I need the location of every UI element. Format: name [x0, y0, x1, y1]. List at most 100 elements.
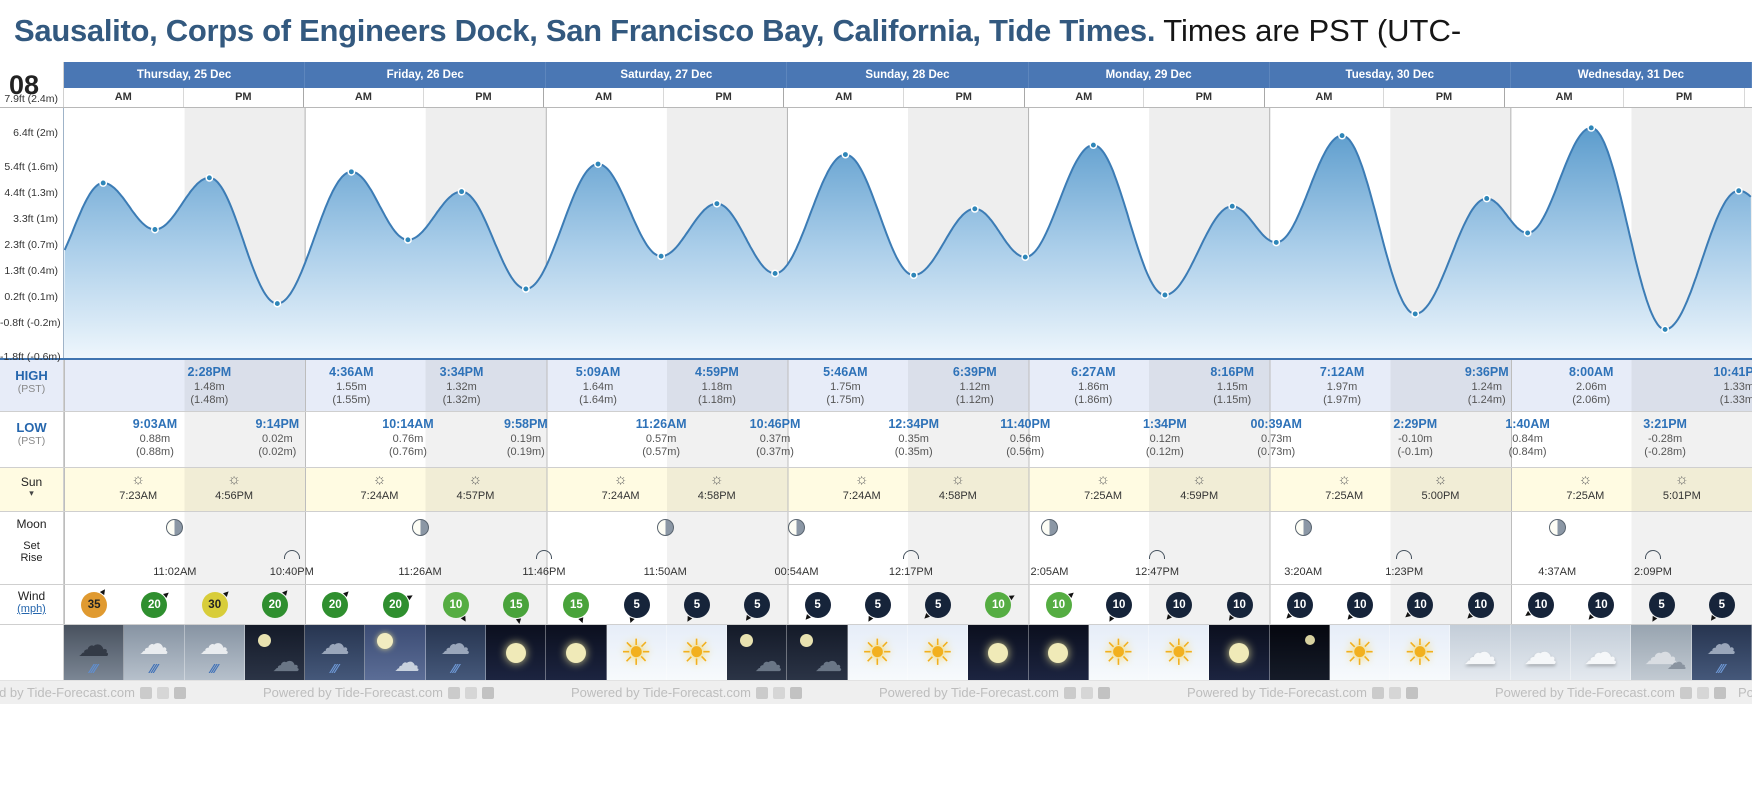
moon-event-time: 2:09PM: [1634, 566, 1672, 578]
footer-watermark: Powered by Tide-Forecast.com: [263, 685, 494, 700]
low-tide-height: 0.35m: [898, 432, 929, 445]
low-tide-height: 0.37m: [759, 432, 791, 445]
high-tide-height-alt: (1.86m): [1074, 394, 1113, 407]
footer-social-icon: [772, 687, 785, 699]
wind-direction-arrow: ▲: [457, 613, 471, 624]
tide-extreme-dot: [99, 179, 108, 187]
moon-horizon-icon: [1149, 550, 1165, 559]
tide-extreme-dot: [1021, 253, 1030, 262]
chevron-down-icon[interactable]: ▾: [29, 488, 34, 498]
pm-label-day5: PM: [1144, 88, 1265, 107]
wind-speed-badge: 5 ▲: [1706, 592, 1735, 624]
sun-row-label: Sun: [20, 475, 43, 489]
wind-direction-arrow: ▲: [741, 612, 755, 624]
moon-row-label: Moon: [16, 517, 47, 531]
footer-social-icon: [1713, 687, 1726, 699]
sunset-icon: ☼: [709, 471, 724, 488]
footer-social-icon: [1097, 687, 1110, 699]
moon-entries: 11:02AM 10:40PM 11:26AM 11:46PM 11:50AM 00:54…: [64, 512, 1752, 584]
low-row-label: LOW: [16, 420, 47, 435]
weather-icon-night-clear: [968, 625, 1029, 680]
low-tide-height: 0.84m: [1512, 432, 1543, 445]
low-tide-height-alt: (-0.1m): [1397, 446, 1433, 459]
high-tide-entry: 6:39PM 1.12m (1.12m): [953, 365, 997, 408]
high-tide-time: 6:27AM: [1071, 365, 1116, 379]
high-tide-height: 1.15m: [1216, 380, 1248, 393]
low-row-tz-label: (PST): [17, 435, 46, 447]
wind-row-gutter: Wind (mph): [0, 585, 64, 624]
high-tide-height-alt: (1.32m): [442, 394, 481, 407]
sunset-icon: ☼: [1674, 471, 1689, 488]
high-tide-height: 1.75m: [830, 380, 861, 393]
moon-event-time: 11:26AM: [398, 566, 442, 578]
sunset-icon: ☼: [468, 471, 483, 488]
moon-event: 10:40PM: [260, 512, 324, 584]
moon-row-gutter: Moon Set Rise: [0, 512, 64, 584]
wind-speed-badge: 5 ▲: [741, 592, 771, 624]
sunrise-icon: ☼: [1337, 471, 1352, 488]
sunset-time: 4:57PM: [456, 489, 495, 502]
weather-icon-night-partcloud: [365, 625, 426, 680]
high-row-gutter: HIGH (PST): [0, 360, 64, 411]
wind-unit-link[interactable]: (mph): [17, 603, 46, 615]
high-tide-height: 1.18m: [701, 380, 733, 393]
weather-icon-sunny: [847, 625, 908, 680]
sunrise-icon: ☼: [1578, 471, 1593, 488]
sun-row: Sun ▾ ☼ 7:23AM ☼ 4:56PM ☼ 7:24AM ☼ 4:57PM ☼ 7:24A…: [0, 468, 1752, 512]
wind-direction-arrow: ▲: [1104, 613, 1117, 624]
am-label-day1: AM: [64, 88, 184, 107]
wind-direction-arrow: ▲: [220, 586, 234, 600]
weather-icon-cloudy: [1450, 625, 1511, 680]
weather-icon-night-dark: [1269, 625, 1330, 680]
high-tide-height-alt: (1.55m): [332, 394, 371, 407]
footer-social-icon: [789, 687, 802, 699]
high-tide-height-alt: (1.97m): [1323, 394, 1361, 407]
high-tide-entry: 8:16PM 1.15m (1.15m): [1210, 365, 1254, 408]
y-axis-tick-label: 2.3ft (0.7m): [4, 238, 58, 251]
low-tide-height-alt: (0.35m): [894, 446, 933, 459]
tide-extreme-dot: [205, 173, 214, 182]
sunrise-time: 7:25AM: [1084, 489, 1123, 502]
high-tide-height-alt: (1.24m): [1467, 394, 1506, 407]
moon-event: 12:47PM: [1125, 512, 1189, 584]
pm-label-day2: PM: [423, 88, 545, 107]
weather-icon-night-rain: [305, 625, 366, 680]
wind-speed-badge: 10 ▲: [442, 592, 471, 624]
tide-extreme-dot: [1411, 309, 1420, 318]
high-row-tz-label: (PST): [17, 383, 46, 395]
high-tide-height-alt: (1.48m): [190, 394, 229, 407]
tide-extreme-dot: [1272, 238, 1281, 247]
low-tide-time: 10:14AM: [382, 417, 434, 431]
wind-speed-badge: 10 ▲: [985, 590, 1020, 618]
sunset-entry: ☼ 4:59PM: [1180, 471, 1218, 501]
low-tide-entries: 9:03AM 0.88m (0.88m) 9:14PM 0.02m (0.02m) 10:1…: [64, 412, 1752, 467]
weather-icon-sunny: [606, 625, 667, 680]
footer-social-icon: [1679, 687, 1692, 699]
footer-social-icon: [1696, 687, 1709, 699]
moon-phase-icon: [1548, 519, 1566, 536]
wind-speed-badge: 5 ▲: [1647, 592, 1675, 624]
weather-tiles: [64, 625, 1752, 680]
sunrise-time: 7:24AM: [842, 489, 881, 502]
weather-icon-cloudy: [1510, 625, 1572, 680]
high-tide-height-alt: (1.18m): [697, 394, 736, 407]
am-label-day7: AM: [1503, 88, 1625, 107]
high-tide-time: 5:09AM: [575, 365, 621, 379]
low-tide-height: 0.02m: [262, 432, 293, 445]
y-axis-tick-label: 5.4ft (1.6m): [4, 161, 58, 174]
high-tide-height: 1.12m: [959, 380, 991, 393]
low-tide-height-alt: (0.02m): [258, 446, 297, 459]
sunrise-icon: ☼: [372, 471, 387, 488]
low-tide-height-alt: (0.76m): [388, 446, 427, 459]
page-title: Sausalito, Corps of Engineers Dock, San …: [0, 0, 1752, 62]
tide-extreme-dot: [1734, 186, 1743, 195]
pm-label-day6: PM: [1384, 88, 1505, 107]
footer-row: Powered by Tide-Forecast.com Powered by T…: [0, 680, 1752, 704]
footer-watermark: Powered by Tide-Forecast.com: [571, 685, 802, 700]
partial-clock-text: 08: [9, 70, 40, 100]
wind-direction-arrow: ▲: [1461, 610, 1476, 624]
low-tide-time: 11:40PM: [1000, 417, 1051, 431]
weather-icon-storm: [64, 625, 125, 680]
wind-speed-badge: 10 ▲: [1104, 592, 1132, 624]
